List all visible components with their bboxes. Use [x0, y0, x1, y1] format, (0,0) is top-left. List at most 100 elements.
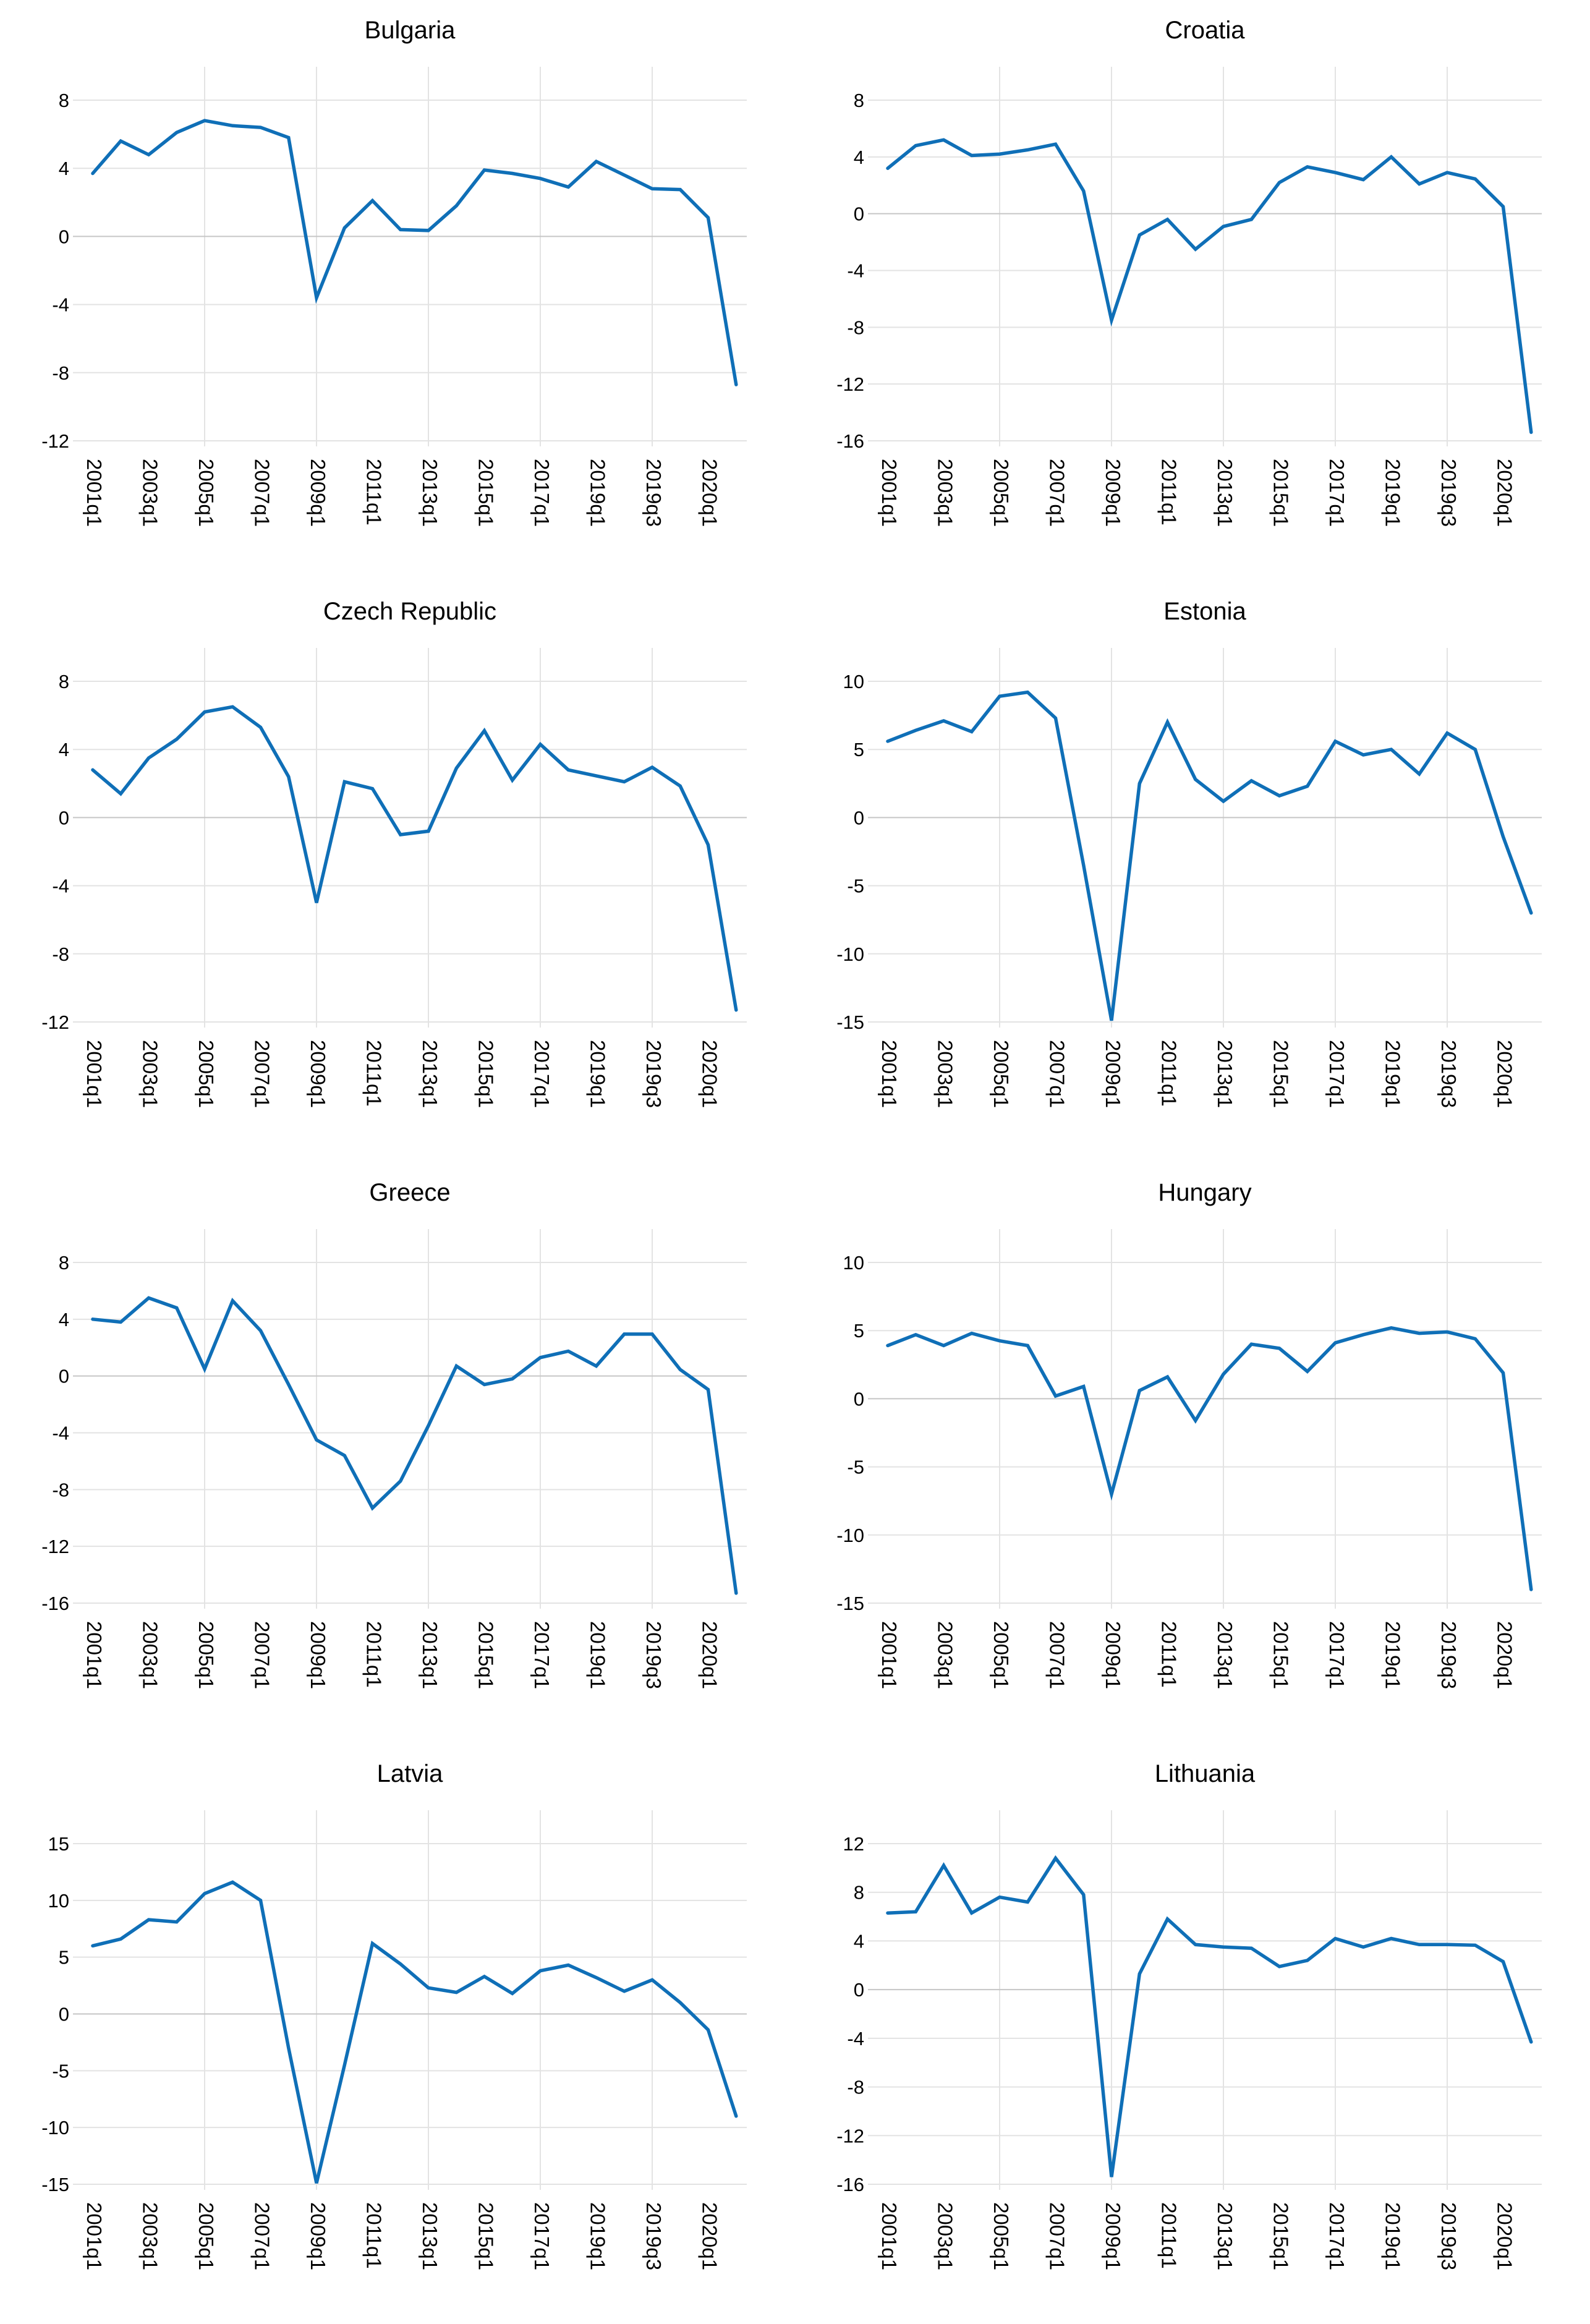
x-tick-label: 2001q1: [83, 1621, 106, 1689]
chart-latvia: 15 10 5 0 -5 -10 -15 2001q1 2003q1 2005q1 2007q1 20…: [0, 1743, 795, 2324]
y-tick-label: 10: [843, 1252, 864, 1274]
x-tick-label: 2019q3: [1437, 459, 1460, 527]
x-tick-label: 2005q1: [990, 1621, 1013, 1689]
x-tick-label: 2011q1: [1158, 2202, 1181, 2269]
chart-canvas: 8 4 0 -4 -8 -12 -16 2001q1 2003q1 2005q1 2007q1 200…: [41, 1179, 747, 1689]
x-tick-label: 2017q1: [1325, 459, 1348, 527]
y-tick-label: 4: [59, 158, 69, 179]
x-tick-label: 2013q1: [1214, 1040, 1236, 1108]
y-tick-label: 0: [59, 2004, 69, 2025]
y-tick-label: -8: [52, 1479, 69, 1500]
y-tick-label: -4: [847, 260, 864, 282]
x-tick-label: 2007q1: [1046, 1621, 1069, 1689]
x-tick-label: 2007q1: [251, 459, 274, 527]
x-tick-label: 2007q1: [1046, 459, 1069, 527]
x-tick-label: 2009q1: [307, 459, 329, 527]
x-tick-label: 2017q1: [530, 459, 553, 527]
y-tick-label: 8: [854, 90, 864, 111]
y-tick-label: 4: [59, 739, 69, 760]
x-tick-label: 2003q1: [139, 1040, 162, 1108]
x-tick-label: 2005q1: [990, 459, 1013, 527]
x-tick-label: 2020q1: [1494, 2202, 1516, 2270]
y-tick-label: -12: [836, 373, 864, 395]
y-tick-label: -8: [52, 943, 69, 965]
x-tick-label: 2019q1: [587, 1621, 610, 1689]
chart-canvas: 15 10 5 0 -5 -10 -15 2001q1 2003q1 2005q1 2007q1 20…: [41, 1760, 747, 2270]
x-tick-label: 2009q1: [307, 1621, 329, 1689]
x-tick-label: 2003q1: [934, 1040, 957, 1108]
x-tick-label: 2019q3: [642, 2202, 665, 2270]
y-tick-label: -4: [52, 1423, 69, 1444]
y-tick-label: -12: [41, 430, 69, 452]
y-tick-label: -15: [41, 2174, 69, 2195]
x-tick-label: 2007q1: [251, 1621, 274, 1689]
y-tick-label: -4: [52, 294, 69, 316]
x-tick-label: 2019q1: [587, 2202, 610, 2270]
x-tick-label: 2003q1: [139, 1621, 162, 1689]
x-tick-label: 2020q1: [1494, 459, 1516, 527]
chart-czech-republic: 8 4 0 -4 -8 -12 2001q1 2003q1 2005q1 2007q1 2009q1…: [0, 581, 795, 1162]
y-tick-label: 8: [59, 90, 69, 111]
y-tick-label: -5: [52, 2060, 69, 2082]
x-tick-label: 2009q1: [1102, 1040, 1124, 1108]
chart-estonia: 10 5 0 -5 -10 -15 2001q1 2003q1 2005q1 2007q1 2009…: [795, 581, 1590, 1162]
x-tick-label: 2005q1: [990, 1040, 1013, 1108]
y-tick-label: 0: [59, 1366, 69, 1387]
y-tick-label: -10: [41, 2117, 69, 2139]
x-tick-label: 2005q1: [195, 459, 218, 527]
x-tick-label: 2009q1: [307, 2202, 329, 2270]
y-tick-label: -16: [41, 1593, 69, 1614]
x-tick-label: 2009q1: [307, 1040, 329, 1108]
x-tick-label: 2013q1: [1214, 1621, 1236, 1689]
x-tick-label: 2020q1: [1494, 1040, 1516, 1108]
x-tick-label: 2005q1: [195, 2202, 218, 2270]
y-tick-label: 0: [854, 807, 864, 828]
gdp-growth-line: [91, 705, 738, 1012]
chart-title: Hungary: [1158, 1179, 1251, 1206]
y-tick-label: 15: [48, 1833, 69, 1855]
y-tick-label: -8: [52, 362, 69, 384]
y-tick-label: 0: [854, 1388, 864, 1410]
y-tick-label: -12: [836, 2125, 864, 2147]
gdp-growth-line: [886, 1326, 1533, 1591]
x-tick-label: 2015q1: [1270, 2202, 1293, 2270]
y-tick-label: -5: [847, 875, 864, 897]
x-tick-label: 2003q1: [139, 2202, 162, 2270]
y-tick-label: -12: [41, 1011, 69, 1033]
x-tick-label: 2017q1: [530, 1040, 553, 1108]
x-tick-label: 2013q1: [419, 1040, 441, 1108]
y-tick-label: -16: [836, 430, 864, 452]
x-tick-label: 2009q1: [1102, 1621, 1124, 1689]
x-tick-label: 2017q1: [1325, 1040, 1348, 1108]
y-tick-label: -8: [847, 2077, 864, 2098]
x-tick-label: 2011q1: [1158, 1621, 1181, 1688]
gdp-growth-line: [91, 1296, 738, 1595]
chart-hungary: 10 5 0 -5 -10 -15 2001q1 2003q1 2005q1 2007q1 2009…: [795, 1162, 1590, 1743]
x-tick-label: 2015q1: [1270, 1621, 1293, 1689]
x-tick-label: 2019q3: [1437, 1040, 1460, 1108]
chart-canvas: 12 8 4 0 -4 -8 -12 -16 2001q1 2003q1 2005q1 2007q1 2…: [836, 1760, 1542, 2270]
y-tick-label: -5: [847, 1457, 864, 1478]
x-tick-label: 2007q1: [1046, 1040, 1069, 1108]
x-tick-label: 2019q3: [1437, 2202, 1460, 2270]
y-tick-label: -10: [836, 943, 864, 965]
y-tick-label: 5: [854, 739, 864, 760]
x-tick-label: 2001q1: [83, 459, 106, 527]
x-tick-label: 2003q1: [934, 2202, 957, 2270]
x-tick-label: 2011q1: [363, 1621, 386, 1688]
chart-canvas: 10 5 0 -5 -10 -15 2001q1 2003q1 2005q1 2007q1 2009…: [836, 598, 1542, 1108]
y-tick-label: 0: [59, 807, 69, 828]
x-tick-label: 2011q1: [363, 2202, 386, 2269]
y-tick-label: -16: [836, 2174, 864, 2195]
x-tick-label: 2017q1: [1325, 1621, 1348, 1689]
y-tick-label: -15: [836, 1593, 864, 1614]
chart-croatia: 8 4 0 -4 -8 -12 -16 2001q1 2003q1 2005q1 2007q1 200…: [795, 0, 1590, 581]
x-tick-label: 2019q3: [642, 1040, 665, 1108]
x-tick-label: 2001q1: [878, 459, 901, 527]
x-tick-label: 2001q1: [878, 2202, 901, 2270]
chart-canvas: 8 4 0 -4 -8 -12 -16 2001q1 2003q1 2005q1 2007q1 200…: [836, 17, 1542, 527]
y-tick-label: -8: [847, 317, 864, 338]
x-tick-label: 2003q1: [934, 459, 957, 527]
x-tick-label: 2003q1: [139, 459, 162, 527]
x-tick-label: 2015q1: [1270, 459, 1293, 527]
